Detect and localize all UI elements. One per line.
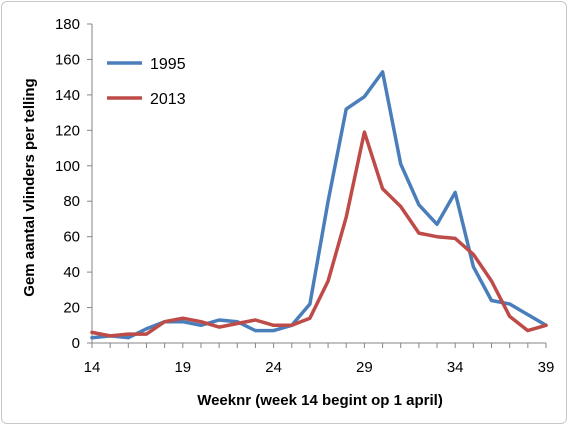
y-tick-label: 180	[55, 16, 80, 33]
y-tick-label: 60	[63, 229, 80, 246]
legend-label-1995: 1995	[150, 56, 186, 73]
y-tick-label: 40	[63, 264, 80, 281]
y-tick-label: 160	[55, 51, 80, 68]
x-tick-label: 19	[174, 359, 191, 376]
chart-axes: 0 20 40 60 80 100 120 140 160 180 14 19 24 29 34 39	[55, 16, 554, 376]
y-tick-label: 0	[72, 335, 80, 352]
legend: 1995 2013	[107, 56, 186, 108]
series-line-2013	[90, 130, 548, 338]
y-tick-label: 120	[55, 122, 80, 139]
y-tick-label: 20	[63, 300, 80, 317]
x-tick-label: 34	[447, 359, 464, 376]
y-tick-label: 100	[55, 158, 80, 175]
y-axis-title: Gem aantal vlinders per telling	[21, 78, 38, 296]
x-tick-label: 24	[265, 359, 282, 376]
x-tick-label: 39	[538, 359, 555, 376]
series-layer	[90, 70, 548, 340]
x-axis-title: Weeknr (week 14 begint op 1 april)	[197, 392, 443, 409]
legend-label-2013: 2013	[150, 91, 186, 108]
y-tick-label: 80	[63, 193, 80, 210]
y-tick-label: 140	[55, 87, 80, 104]
x-tick-label: 14	[84, 359, 101, 376]
x-tick-label: 29	[356, 359, 373, 376]
